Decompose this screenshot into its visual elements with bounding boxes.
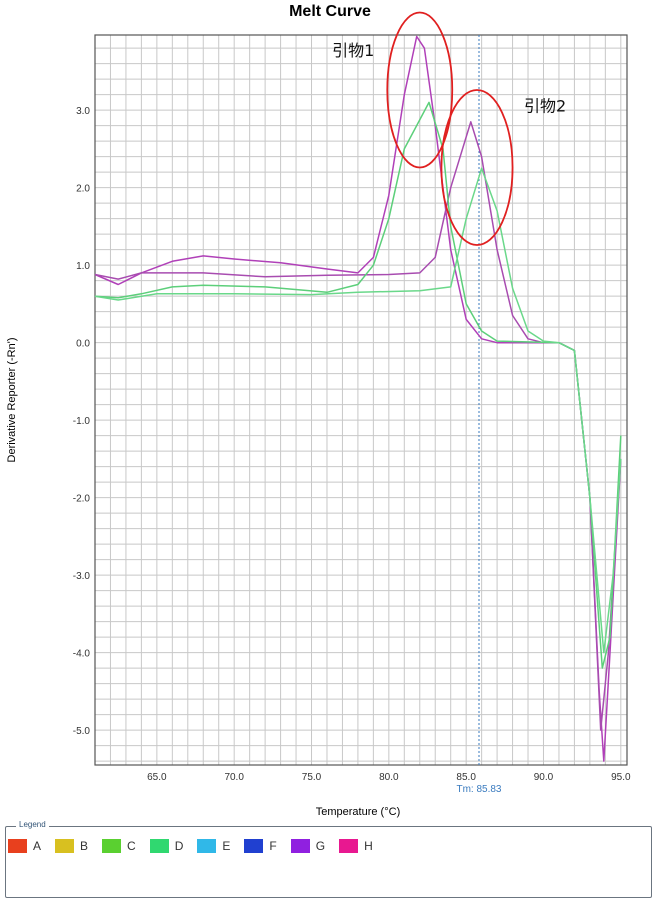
annotation-label: 引物2 — [524, 97, 566, 116]
x-tick-label: 70.0 — [224, 772, 244, 783]
x-tick-label: 65.0 — [147, 772, 167, 783]
legend-swatch — [290, 839, 310, 853]
y-tick-label: -2.0 — [73, 494, 91, 505]
y-tick-label: 2.0 — [76, 184, 90, 195]
y-tick-label: -5.0 — [73, 726, 91, 737]
legend-swatch — [8, 839, 27, 853]
y-tick-label: 1.0 — [76, 261, 90, 272]
series-line — [94, 167, 622, 654]
legend-label: G — [315, 839, 326, 853]
y-tick-label: -4.0 — [73, 649, 91, 660]
x-tick-label: 90.0 — [534, 772, 554, 783]
legend-swatch — [339, 839, 359, 853]
x-tick-label: 75.0 — [302, 772, 322, 783]
legend-swatch — [149, 839, 169, 853]
legend-item[interactable]: C — [102, 839, 136, 853]
legend: Legend A B C D E F G H — [5, 820, 652, 898]
y-tick-label: -1.0 — [73, 416, 91, 427]
annotations: 引物1 引物2 — [332, 11, 566, 246]
tm-label: Tm: 85.83 — [456, 784, 501, 795]
legend-item[interactable]: G — [290, 839, 326, 853]
axis-ticks: 65.0 70.0 75.0 80.0 85.0 90.0 95.0 3.0 2.0 1.0 0.0… — [73, 106, 631, 795]
legend-label: F — [269, 839, 277, 853]
x-tick-label: 95.0 — [611, 772, 631, 783]
legend-label: D — [174, 839, 184, 853]
legend-item[interactable]: D — [149, 839, 184, 853]
legend-label: E — [222, 839, 231, 853]
legend-swatch — [55, 839, 75, 853]
legend-swatch — [244, 839, 264, 853]
x-tick-label: 80.0 — [379, 772, 399, 783]
annotation-ellipse — [440, 89, 514, 246]
grid — [94, 34, 628, 766]
y-tick-label: 3.0 — [76, 106, 90, 117]
legend-item[interactable]: A — [8, 839, 41, 853]
y-tick-label: -3.0 — [73, 571, 91, 582]
legend-label: C — [127, 839, 136, 853]
x-axis-label: Temperature (°C) — [316, 806, 400, 818]
melt-curve-chart: Melt Curve 65.0 70.0 75.0 80.0 85.0 90.0 95.0 3… — [6, 3, 631, 818]
legend-label: H — [364, 839, 373, 853]
legend-item[interactable]: F — [244, 839, 277, 853]
legend-swatch — [197, 839, 217, 853]
annotation-ellipse — [386, 11, 454, 169]
legend-item[interactable]: B — [55, 839, 88, 853]
plot-border — [94, 34, 628, 766]
legend-label: B — [80, 839, 89, 853]
legend-item[interactable]: E — [197, 839, 230, 853]
legend-swatch — [102, 839, 122, 853]
annotation-label: 引物1 — [332, 41, 374, 60]
legend-title: Legend — [16, 820, 49, 829]
legend-item[interactable]: H — [339, 839, 373, 853]
y-axis-label: Derivative Reporter (-Rn') — [6, 338, 18, 463]
y-tick-label: 0.0 — [76, 339, 90, 350]
series-lines — [94, 35, 622, 765]
chart-title: Melt Curve — [289, 3, 371, 20]
x-tick-label: 85.0 — [456, 772, 476, 783]
legend-label: A — [33, 839, 42, 853]
